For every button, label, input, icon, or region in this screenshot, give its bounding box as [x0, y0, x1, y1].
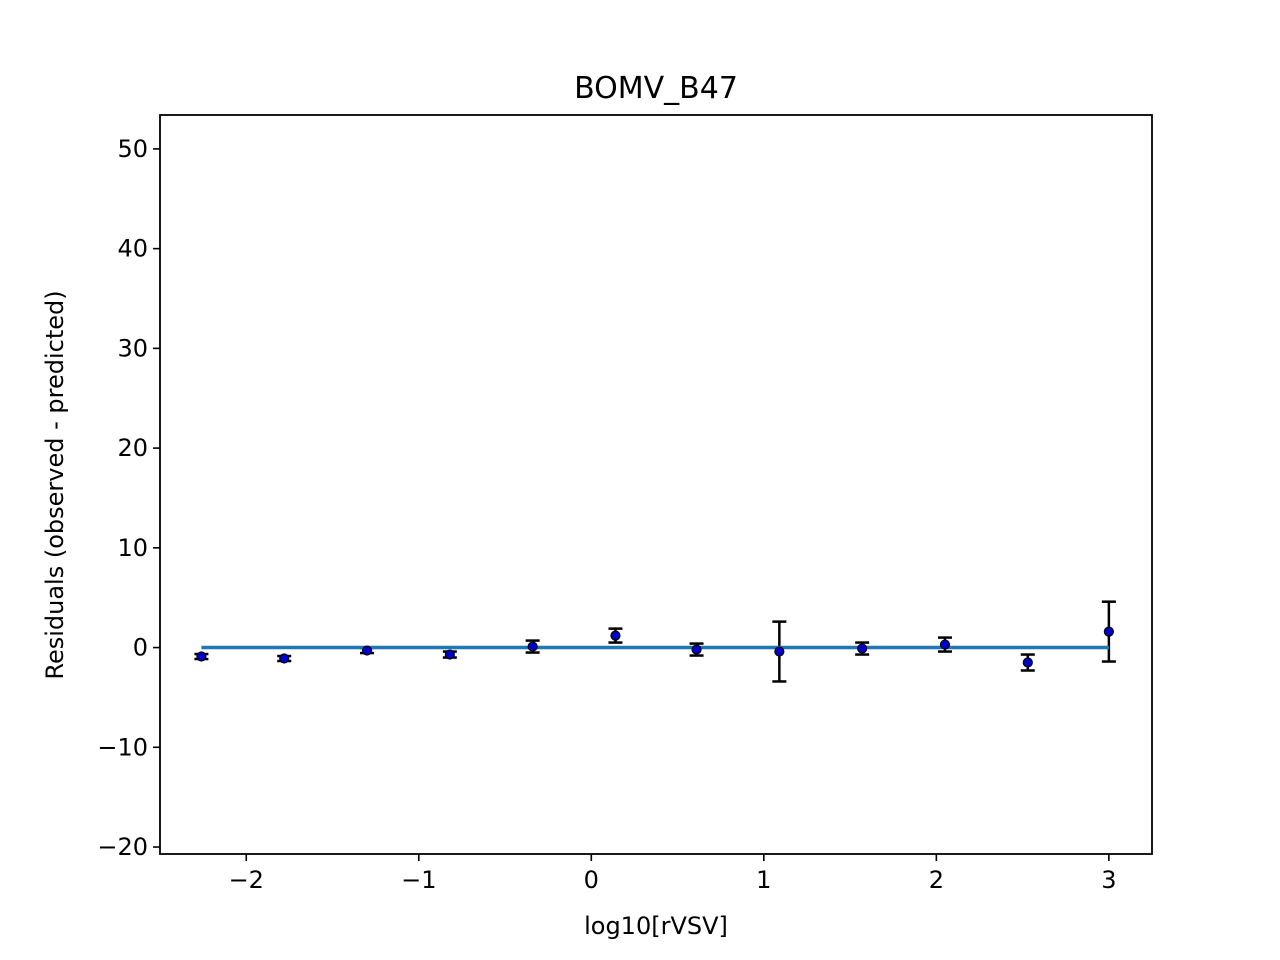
x-tick-label: 0: [584, 866, 599, 894]
plot-area: [194, 600, 1116, 683]
data-point-4: [527, 641, 538, 652]
x-axis-label: log10[rVSV]: [584, 912, 728, 940]
data-point-8: [857, 643, 868, 654]
data-point-10: [1022, 657, 1033, 668]
data-point-0: [196, 651, 207, 662]
x-tick-label: 1: [756, 866, 771, 894]
y-tick-label: −10: [97, 733, 148, 761]
x-tick-label: 2: [929, 866, 944, 894]
data-point-3: [444, 649, 455, 660]
data-point-6: [691, 644, 702, 655]
y-tick-label: −20: [97, 833, 148, 861]
y-tick-label: 50: [117, 135, 148, 163]
y-tick-label: 0: [133, 634, 148, 662]
data-point-2: [361, 645, 373, 656]
y-axis-label: Residuals (observed - predicted): [41, 290, 69, 679]
y-tick-label: 30: [117, 334, 148, 362]
x-tick-label: −2: [229, 866, 264, 894]
chart-title: BOMV_B47: [574, 71, 738, 106]
x-tick-label: −1: [401, 866, 436, 894]
y-tick-label: 10: [117, 534, 148, 562]
data-point-9: [939, 639, 951, 650]
data-point-5: [610, 630, 621, 641]
data-point-7: [774, 646, 785, 657]
y-tick-label: 20: [117, 434, 148, 462]
y-tick-label: 40: [117, 235, 148, 263]
data-point-1: [279, 653, 290, 664]
plot-frame: [159, 114, 1153, 855]
data-point-11: [1103, 626, 1114, 637]
x-tick-label: 3: [1101, 866, 1116, 894]
